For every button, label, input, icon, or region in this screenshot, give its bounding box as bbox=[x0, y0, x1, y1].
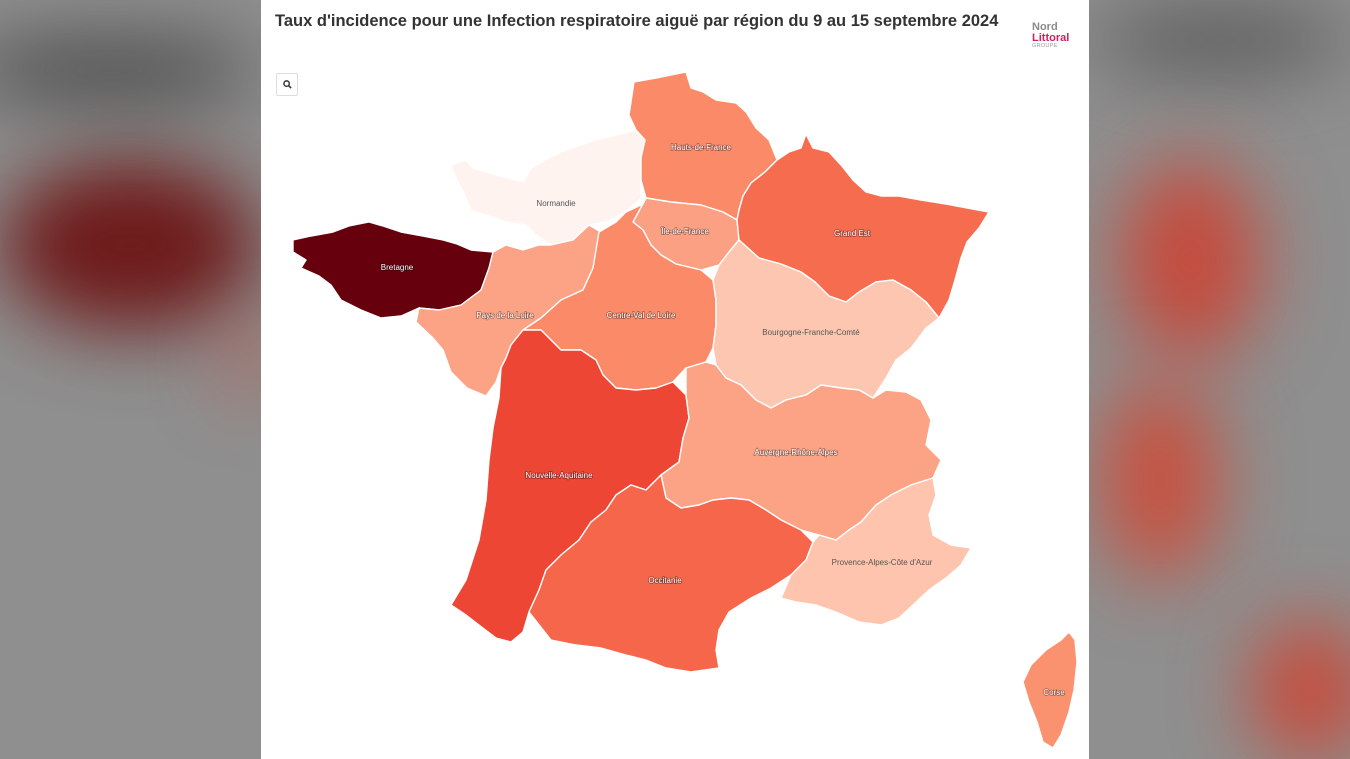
nord-littoral-logo: Nord Littoral GROUPE bbox=[1032, 22, 1069, 50]
region-paca[interactable]: Provence-Alpes-Côte d'Azur bbox=[780, 477, 972, 626]
region-label-grand-est: Grand Est bbox=[834, 229, 871, 238]
region-label-hauts-de-france: Hauts-de-France bbox=[671, 143, 732, 152]
france-regions-map: Normandie Hauts-de-France Île-de-France … bbox=[292, 71, 1078, 749]
region-label-bourgogne-franche-comte: Bourgogne-Franche-Comté bbox=[762, 328, 860, 337]
region-corse[interactable]: Corse bbox=[1022, 631, 1078, 749]
logo-line-2: Littoral bbox=[1032, 32, 1070, 44]
region-label-auvergne-rhone-alpes: Auvergne-Rhône-Alpes bbox=[754, 448, 837, 457]
region-label-paca: Provence-Alpes-Côte d'Azur bbox=[832, 558, 933, 567]
logo-line-1: Nord bbox=[1032, 21, 1058, 33]
region-label-pays-de-la-loire: Pays de la Loire bbox=[476, 311, 534, 320]
region-label-bretagne: Bretagne bbox=[381, 263, 414, 272]
search-icon bbox=[282, 80, 292, 89]
region-label-centre-val-de-loire: Centre-Val de Loire bbox=[607, 311, 676, 320]
region-label-nouvelle-aquitaine: Nouvelle-Aquitaine bbox=[525, 471, 593, 480]
region-label-corse: Corse bbox=[1043, 688, 1065, 697]
chart-title: Taux d'incidence pour une Infection resp… bbox=[275, 12, 999, 30]
region-label-occitanie: Occitanie bbox=[648, 576, 682, 585]
zoom-button[interactable] bbox=[276, 73, 298, 96]
region-occitanie[interactable]: Occitanie bbox=[528, 474, 814, 673]
region-label-ile-de-france: Île-de-France bbox=[660, 227, 709, 236]
map-card: Taux d'incidence pour une Infection resp… bbox=[261, 0, 1089, 759]
region-normandie[interactable]: Normandie bbox=[450, 129, 646, 246]
region-label-normandie: Normandie bbox=[536, 199, 576, 208]
logo-line-3: GROUPE bbox=[1032, 43, 1058, 49]
